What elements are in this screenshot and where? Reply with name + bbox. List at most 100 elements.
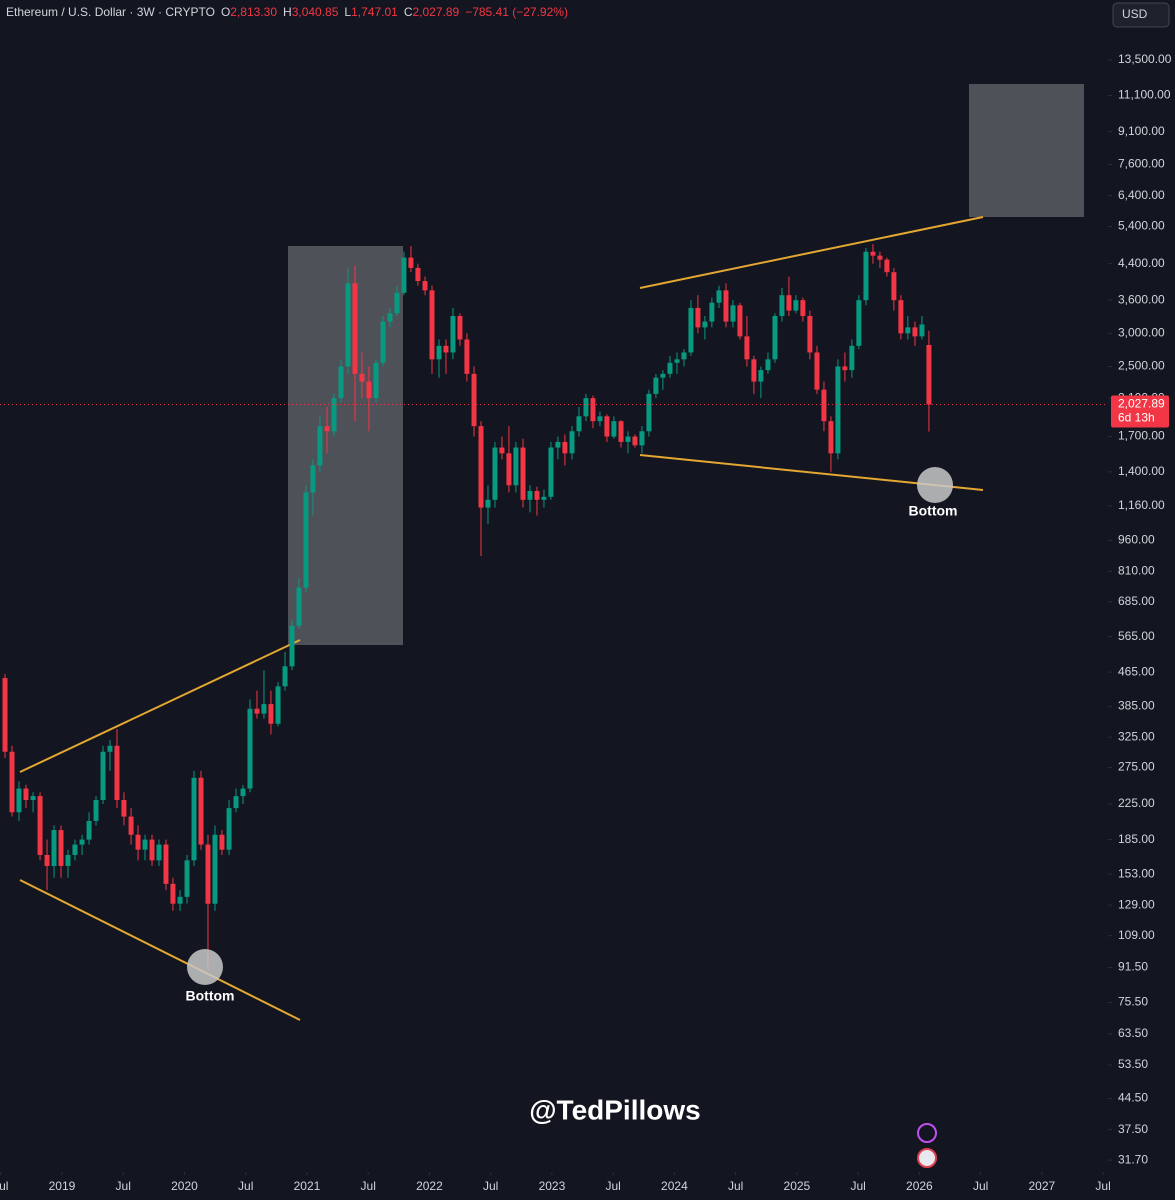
candle-body: [667, 362, 673, 374]
candle-body: [65, 854, 71, 866]
y-tick-label: 3,600.00: [1118, 292, 1165, 306]
candle-body: [30, 796, 36, 801]
candle-body: [674, 359, 680, 363]
ohlc-label: O: [221, 5, 230, 19]
watermark: @TedPillows: [529, 1094, 700, 1125]
y-tick-label: 31.70: [1118, 1152, 1148, 1166]
currency[interactable]: USD: [1122, 7, 1148, 21]
candle-body: [107, 745, 113, 752]
candle-body: [569, 431, 575, 454]
candle-body: [618, 421, 624, 442]
candle-body: [478, 426, 484, 508]
candle-body: [849, 345, 855, 371]
candle-body: [660, 373, 666, 378]
candle-body: [394, 292, 400, 314]
candle-body: [758, 370, 764, 382]
candle-body: [499, 447, 505, 454]
ohlc-label: L: [344, 5, 351, 19]
candle-body: [72, 844, 78, 855]
candle-body: [86, 820, 92, 840]
ohlc-value: 3,040.85: [292, 5, 339, 19]
y-tick-label: 1,160.00: [1118, 498, 1165, 512]
candle-body: [205, 844, 211, 904]
candle-body: [646, 393, 652, 432]
candle-body: [786, 295, 792, 311]
candle-body: [51, 830, 57, 866]
candle-body: [240, 788, 246, 797]
y-tick-label: 3,000.00: [1118, 325, 1165, 339]
candle-body: [800, 300, 806, 316]
y-tick-label: 53.50: [1118, 1057, 1148, 1071]
candle-body: [730, 305, 736, 322]
candle-body: [898, 300, 904, 334]
x-tick-label: Jul: [116, 1179, 131, 1193]
candle-body: [37, 796, 43, 855]
x-tick-label: Jul: [1095, 1179, 1110, 1193]
y-tick-label: 91.50: [1118, 960, 1148, 974]
bottom-marker: [187, 949, 223, 985]
trend-line: [19, 879, 301, 1021]
y-tick-label: 6,400.00: [1118, 188, 1165, 202]
candle-body: [345, 283, 351, 367]
candle-body: [324, 426, 330, 432]
candle-body: [163, 844, 169, 884]
y-tick-label: 1,400.00: [1118, 464, 1165, 478]
x-tick-label: Jul: [850, 1179, 865, 1193]
candle-body: [639, 431, 645, 446]
candle-body: [338, 366, 344, 399]
candle-body: [590, 398, 596, 422]
candle-body: [79, 839, 85, 845]
candle-body: [611, 421, 617, 437]
annotation: Bottom: [909, 503, 958, 519]
x-tick-label: Jul: [483, 1179, 498, 1193]
candle-body: [870, 251, 876, 256]
y-tick-label: 810.00: [1118, 563, 1155, 577]
x-tick-label: 2024: [661, 1179, 688, 1193]
last-price-tag: [1111, 395, 1169, 428]
candle-body: [436, 345, 442, 360]
trend-line: [639, 216, 984, 289]
target-box: [969, 84, 1084, 217]
x-tick-label: Jul: [728, 1179, 743, 1193]
y-tick-label: 75.50: [1118, 995, 1148, 1009]
candle-body: [191, 777, 197, 861]
y-tick-label: 1,700.00: [1118, 429, 1165, 443]
candle-body: [814, 352, 820, 390]
candle-body: [289, 625, 295, 667]
y-tick-label: 109.00: [1118, 928, 1155, 942]
y-tick-label: 9,100.00: [1118, 124, 1165, 138]
y-tick-label: 275.00: [1118, 760, 1155, 774]
currency-button[interactable]: [1112, 2, 1170, 28]
candle-body: [702, 321, 708, 328]
candle-body: [912, 327, 918, 337]
ohlc-value: 2,813.30: [230, 5, 277, 19]
y-tick-label: 129.00: [1118, 897, 1155, 911]
candle-body: [142, 839, 148, 850]
y-tick-label: 385.00: [1118, 699, 1155, 713]
candle-body: [2, 678, 8, 752]
candle-body: [604, 416, 610, 437]
candle-body: [905, 327, 911, 334]
candle-body: [856, 300, 862, 346]
y-tick-label: 11,100.00: [1118, 88, 1171, 102]
candle-body: [268, 704, 274, 724]
y-tick-label: 5,400.00: [1118, 219, 1165, 233]
icon: [917, 1123, 937, 1143]
x-tick-label: 2023: [539, 1179, 566, 1193]
candle-body: [9, 751, 15, 813]
candle-body: [58, 830, 64, 866]
y-tick-label: 185.00: [1118, 832, 1155, 846]
y-tick-label: 13,500.00: [1118, 52, 1172, 66]
symbol: Ethereum / U.S. Dollar · 3W · CRYPTO: [6, 5, 215, 19]
candle-body: [520, 447, 526, 500]
candle-body: [366, 381, 372, 399]
candle-body: [534, 490, 540, 500]
candle-body: [751, 359, 757, 382]
candle-body: [884, 259, 890, 273]
icon: [917, 1148, 937, 1168]
candle-body: [226, 808, 232, 850]
candle-body: [688, 307, 694, 353]
ohlc-value: 1,747.01: [351, 5, 398, 19]
candle-body: [184, 860, 190, 897]
candle-body: [387, 313, 393, 322]
